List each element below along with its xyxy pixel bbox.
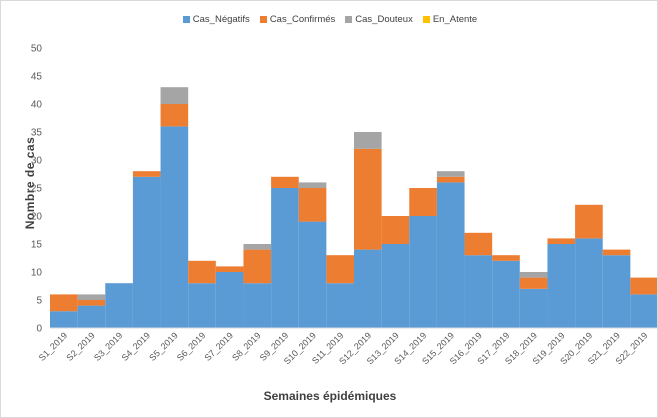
bar-confirmes: [436, 176, 465, 183]
bar-negatifs: [602, 255, 631, 328]
bar-negatifs: [215, 272, 244, 328]
x-tick-label: S8_2019: [230, 330, 263, 363]
legend-item-en-atente: En_Atente: [422, 14, 478, 25]
legend: Cas_Négatifs Cas_Confirmés Cas_Douteux E…: [1, 14, 658, 25]
y-tick-label: 0: [36, 324, 42, 335]
bar-confirmes: [409, 188, 437, 216]
bar-douteux: [77, 294, 106, 300]
x-tick-label: S6_2019: [175, 330, 208, 363]
x-tick-label: S7_2019: [202, 330, 235, 363]
bar-confirmes: [519, 277, 548, 289]
legend-item-negatifs: Cas_Négatifs: [182, 14, 250, 25]
bar-negatifs: [160, 126, 189, 329]
bar-negatifs: [50, 311, 78, 328]
bar-negatifs: [354, 249, 382, 328]
bar-negatifs: [630, 294, 657, 328]
bar-douteux: [436, 171, 465, 177]
legend-label-douteux: Cas_Douteux: [355, 14, 413, 25]
bar-negatifs: [547, 244, 576, 328]
x-tick-label: S2_2019: [64, 330, 97, 363]
bar-confirmes: [354, 148, 382, 250]
legend-swatch-negatifs: [182, 16, 190, 23]
bar-negatifs: [464, 255, 493, 328]
bar-negatifs: [381, 244, 410, 328]
bar-negatifs: [77, 305, 106, 328]
x-tick-label: S4_2019: [120, 330, 153, 363]
legend-swatch-douteux: [345, 16, 353, 23]
bar-confirmes: [298, 188, 327, 222]
bar-confirmes: [188, 260, 216, 284]
bar-confirmes: [630, 277, 657, 295]
legend-label-en-atente: En_Atente: [432, 14, 478, 25]
bar-negatifs: [132, 176, 161, 328]
legend-label-confirmes: Cas_Confirmés: [269, 14, 336, 25]
bar-confirmes: [464, 232, 493, 256]
y-tick-label: 45: [31, 72, 43, 83]
legend-label-negatifs: Cas_Négatifs: [192, 14, 250, 25]
bar-negatifs: [492, 260, 520, 328]
bar-confirmes: [602, 249, 631, 256]
bar-negatifs: [271, 188, 299, 328]
bar-confirmes: [132, 171, 161, 177]
y-tick-label: 50: [31, 44, 43, 55]
bar-confirmes: [50, 294, 78, 312]
bar-negatifs: [409, 216, 437, 328]
bar-negatifs: [298, 221, 327, 328]
bar-negatifs: [326, 283, 354, 328]
bar-confirmes: [215, 266, 244, 272]
bar-confirmes: [547, 238, 576, 244]
x-tick-label: S1_2019: [37, 330, 70, 363]
bar-confirmes: [160, 104, 189, 127]
bar-douteux: [354, 132, 382, 149]
bar-negatifs: [519, 288, 548, 328]
bar-negatifs: [575, 238, 603, 328]
y-tick-label: 15: [31, 240, 43, 251]
x-tick-label: S3_2019: [92, 330, 125, 363]
bar-confirmes: [243, 249, 272, 284]
bar-confirmes: [271, 176, 299, 188]
legend-item-douteux: Cas_Douteux: [345, 14, 413, 25]
bar-douteux: [243, 244, 272, 250]
legend-swatch-en-atente: [422, 16, 430, 23]
y-tick-label: 30: [31, 156, 43, 167]
bar-negatifs: [436, 182, 465, 328]
y-tick-label: 5: [36, 296, 42, 307]
legend-item-confirmes: Cas_Confirmés: [259, 14, 336, 25]
legend-swatch-confirmes: [259, 16, 267, 23]
y-tick-label: 25: [31, 184, 43, 195]
bar-confirmes: [326, 255, 354, 284]
y-tick-label: 40: [31, 100, 43, 111]
bar-confirmes: [575, 204, 603, 239]
bar-douteux: [298, 182, 327, 188]
bar-confirmes: [77, 300, 106, 306]
bar-douteux: [519, 272, 548, 278]
bar-negatifs: [105, 283, 133, 328]
x-tick-label: S5_2019: [147, 330, 180, 363]
bar-confirmes: [381, 216, 410, 244]
x-axis-title: Semaines épidémiques: [263, 389, 397, 403]
y-tick-label: 35: [31, 128, 43, 139]
y-tick-label: 20: [31, 212, 43, 223]
bar-negatifs: [243, 283, 272, 328]
bar-douteux: [160, 87, 189, 104]
bar-confirmes: [492, 255, 520, 261]
y-tick-label: 10: [31, 268, 43, 279]
bar-negatifs: [188, 283, 216, 328]
